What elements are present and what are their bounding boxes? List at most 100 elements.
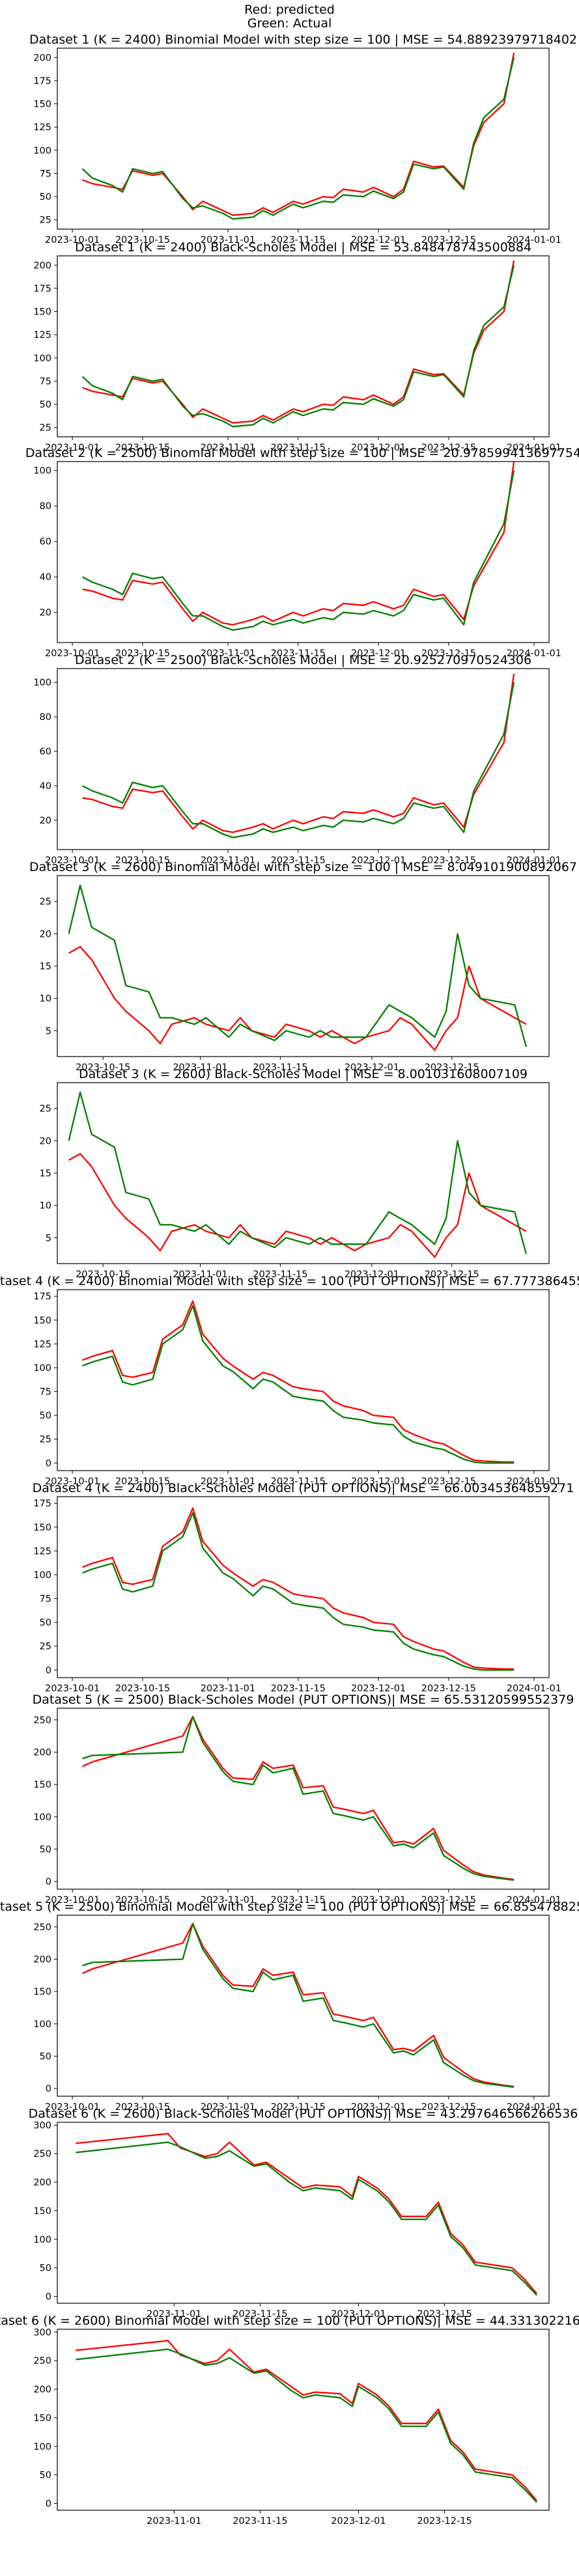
x-tick-label: 2023-11-01 bbox=[201, 1476, 255, 1487]
x-tick-label: 2023-11-01 bbox=[147, 2516, 201, 2527]
x-tick-label: 2023-12-15 bbox=[417, 2309, 472, 2320]
predicted-series-line bbox=[76, 2340, 537, 2501]
x-tick-label: 2023-11-01 bbox=[173, 1269, 227, 1280]
x-tick-label: 2023-11-15 bbox=[253, 1269, 307, 1280]
x-tick-label: 2024-01-01 bbox=[507, 648, 561, 659]
chart-title: Dataset 2 (K = 2500) Black-Scholes Model… bbox=[75, 653, 531, 667]
y-tick-label: 175 bbox=[33, 1499, 51, 1509]
y-tick-label: 20 bbox=[40, 929, 51, 939]
x-tick-label: 2023-11-15 bbox=[233, 2309, 287, 2320]
x-tick-label: 2023-11-01 bbox=[147, 2309, 201, 2320]
x-tick-label: 2023-12-01 bbox=[351, 648, 406, 659]
y-tick-label: 15 bbox=[40, 1169, 51, 1179]
y-tick-label: 150 bbox=[33, 100, 51, 110]
predicted-series-line bbox=[82, 52, 515, 216]
predicted-series-line bbox=[82, 1715, 515, 1881]
actual-series-line bbox=[68, 1091, 528, 1254]
y-tick-label: 100 bbox=[33, 466, 51, 477]
chart-panel: Dataset 5 (K = 2500) Black-Scholes Model… bbox=[33, 1693, 574, 1905]
predicted-series-line bbox=[82, 461, 515, 626]
y-tick-label: 100 bbox=[33, 2235, 51, 2245]
x-tick-label: 2023-10-01 bbox=[45, 855, 100, 866]
actual-series-line bbox=[82, 1922, 515, 2088]
x-tick-label: 2023-12-15 bbox=[425, 1062, 479, 1073]
predicted-series-line bbox=[82, 1507, 515, 1670]
chart-title: Dataset 6 (K = 2600) Binomial Model with… bbox=[0, 2314, 579, 2328]
chart-panel: Dataset 4 (K = 2400) Binomial Model with… bbox=[0, 1274, 579, 1487]
x-tick-label: 2023-11-01 bbox=[201, 648, 255, 659]
chart-panel: Dataset 2 (K = 2500) Binomial Model with… bbox=[25, 446, 579, 659]
plot-frame bbox=[57, 668, 550, 850]
x-tick-label: 2023-10-01 bbox=[45, 1895, 100, 1905]
x-tick-label: 2023-12-01 bbox=[351, 1476, 406, 1487]
y-tick-label: 50 bbox=[40, 192, 51, 202]
x-tick-label: 2023-11-01 bbox=[201, 1895, 255, 1905]
x-tick-label: 2023-12-15 bbox=[421, 1476, 476, 1487]
plot-frame bbox=[57, 2329, 550, 2511]
y-tick-label: 175 bbox=[33, 76, 51, 87]
x-tick-label: 2023-11-15 bbox=[271, 443, 326, 453]
actual-series-line bbox=[81, 265, 515, 428]
chart-title: Dataset 3 (K = 2600) Black-Scholes Model… bbox=[79, 1067, 528, 1081]
actual-series-line bbox=[82, 1305, 515, 1464]
x-tick-label: 2023-10-01 bbox=[45, 648, 100, 659]
y-tick-label: 25 bbox=[40, 897, 51, 907]
y-tick-label: 0 bbox=[46, 2499, 51, 2509]
y-tick-label: 300 bbox=[33, 2120, 51, 2131]
y-tick-label: 5 bbox=[46, 1026, 51, 1036]
y-tick-label: 150 bbox=[33, 1523, 51, 1533]
x-tick-label: 2023-12-01 bbox=[345, 1269, 399, 1280]
y-tick-label: 150 bbox=[33, 2413, 51, 2424]
x-tick-label: 2023-10-01 bbox=[45, 443, 100, 453]
chart-panel: Dataset 3 (K = 2600) Black-Scholes Model… bbox=[40, 1067, 550, 1280]
y-tick-label: 100 bbox=[33, 1812, 51, 1823]
plot-frame bbox=[57, 1708, 550, 1890]
x-tick-label: 2023-12-15 bbox=[421, 855, 476, 866]
chart-title: Dataset 4 (K = 2400) Black-Scholes Model… bbox=[33, 1481, 574, 1495]
y-tick-label: 75 bbox=[40, 1387, 51, 1398]
x-tick-label: 2023-11-01 bbox=[201, 1683, 255, 1694]
y-tick-label: 300 bbox=[33, 2327, 51, 2338]
y-tick-label: 50 bbox=[40, 400, 51, 410]
predicted-series-line bbox=[82, 1922, 515, 2088]
y-tick-label: 250 bbox=[33, 2356, 51, 2366]
x-tick-label: 2023-10-01 bbox=[45, 2102, 100, 2112]
y-tick-label: 200 bbox=[33, 1748, 51, 1758]
x-tick-label: 2024-01-01 bbox=[507, 1683, 561, 1694]
plot-frame bbox=[57, 1496, 550, 1678]
y-tick-label: 150 bbox=[33, 2206, 51, 2217]
x-tick-label: 2023-11-15 bbox=[271, 1683, 326, 1694]
chart-title: Dataset 5 (K = 2500) Black-Scholes Model… bbox=[33, 1693, 574, 1707]
y-tick-label: 75 bbox=[40, 169, 51, 179]
x-tick-label: 2023-12-15 bbox=[421, 235, 476, 245]
actual-series-line bbox=[81, 682, 515, 838]
y-tick-label: 125 bbox=[33, 1546, 51, 1557]
y-tick-label: 20 bbox=[40, 816, 51, 826]
y-tick-label: 80 bbox=[40, 501, 51, 512]
y-tick-label: 125 bbox=[33, 122, 51, 133]
y-tick-label: 100 bbox=[33, 1570, 51, 1581]
chart-panel: Dataset 6 (K = 2600) Black-Scholes Model… bbox=[29, 2107, 578, 2320]
actual-series-line bbox=[82, 1512, 515, 1671]
y-tick-label: 50 bbox=[40, 2264, 51, 2274]
chart-panel: Dataset 4 (K = 2400) Black-Scholes Model… bbox=[33, 1481, 574, 1694]
chart-title: Dataset 5 (K = 2500) Binomial Model with… bbox=[0, 1900, 579, 1914]
actual-series-line bbox=[76, 2141, 537, 2296]
x-tick-label: 2023-10-15 bbox=[76, 1269, 130, 1280]
predicted-series-line bbox=[76, 2133, 537, 2294]
chart-panel: Dataset 5 (K = 2500) Binomial Model with… bbox=[0, 1900, 579, 2112]
actual-series-line bbox=[81, 57, 515, 220]
y-tick-label: 25 bbox=[40, 1104, 51, 1115]
actual-series-line bbox=[82, 1715, 515, 1881]
y-tick-label: 125 bbox=[33, 1339, 51, 1350]
y-tick-label: 0 bbox=[46, 1665, 51, 1676]
plot-frame bbox=[57, 1082, 550, 1264]
figure-suptitle-actual: Green: Actual bbox=[247, 16, 332, 31]
y-tick-label: 5 bbox=[46, 1233, 51, 1243]
actual-series-line bbox=[81, 470, 515, 631]
chart-title: Dataset 6 (K = 2600) Black-Scholes Model… bbox=[29, 2107, 578, 2121]
y-tick-label: 10 bbox=[40, 1201, 51, 1212]
x-tick-label: 2023-11-15 bbox=[233, 2516, 287, 2527]
predicted-series-line bbox=[82, 1300, 515, 1463]
